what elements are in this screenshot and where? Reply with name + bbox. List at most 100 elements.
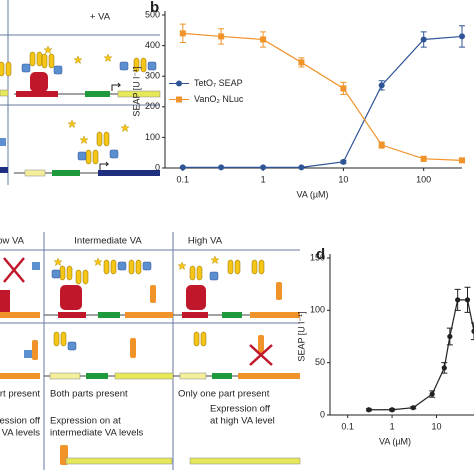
y-tick-label: 0 [155, 162, 160, 172]
x-axis-label: VA (µM) [296, 189, 328, 199]
protein [41, 53, 55, 69]
point [298, 164, 305, 171]
arrow [99, 161, 110, 170]
x-tick-label: 1 [390, 421, 395, 431]
star [73, 55, 83, 64]
promoter [98, 312, 120, 318]
point [366, 407, 372, 413]
y-tick-label: 100 [310, 305, 325, 315]
arrow [111, 82, 122, 91]
protein [96, 131, 110, 147]
legend-label: TetO₇ SEAP [194, 78, 243, 88]
y-tick-label: 0 [320, 409, 325, 419]
point [389, 407, 395, 413]
star [79, 135, 89, 144]
point [298, 59, 305, 66]
point [410, 405, 416, 411]
series-line [182, 35, 463, 168]
protein [53, 331, 67, 347]
protein [142, 261, 152, 271]
protein [0, 138, 6, 146]
protein [67, 341, 77, 351]
y-axis-label: SEAP [U l⁻¹] [296, 311, 306, 361]
protein [147, 61, 157, 71]
outcome-label: intermediate VA levels [50, 428, 144, 439]
point [340, 158, 347, 165]
protein [209, 271, 219, 281]
point [459, 33, 465, 40]
star [120, 123, 130, 132]
protein [276, 282, 282, 300]
column-header: + VA [90, 12, 111, 23]
star [177, 261, 187, 270]
protein [32, 340, 38, 360]
gene [65, 457, 173, 465]
panel-c: Low VA Intermediate VA High VA Only one … [0, 232, 301, 470]
protein [21, 63, 31, 73]
legend-marker [176, 80, 182, 87]
operator [179, 372, 207, 380]
cross [3, 257, 25, 283]
legend-label: VanO₂ NLuc [194, 94, 244, 104]
protein [130, 338, 136, 358]
protein [59, 265, 73, 281]
point [420, 155, 427, 162]
operator [58, 312, 86, 318]
point [179, 164, 186, 171]
protein [251, 259, 265, 275]
panel-label: b [150, 0, 159, 16]
point [260, 164, 267, 171]
protein [186, 285, 206, 310]
protein [51, 269, 61, 279]
point [340, 85, 347, 92]
protein [75, 269, 89, 285]
gene [0, 167, 8, 173]
outcome-label: Expression on at [50, 416, 121, 427]
y-tick-label: 300 [145, 71, 160, 81]
operator [24, 169, 46, 177]
x-tick-label: 100 [416, 174, 431, 184]
point [420, 36, 427, 43]
operator [49, 372, 81, 380]
series-line [182, 32, 463, 161]
y-axis-label: SEAP [U l⁻¹] [131, 66, 141, 116]
column-header: High VA [188, 236, 223, 247]
protein [77, 151, 87, 161]
outcome-label: Expression off [210, 404, 270, 415]
protein [24, 350, 32, 358]
protein [0, 290, 10, 312]
gene [238, 373, 300, 379]
promoter [212, 373, 232, 379]
point [464, 297, 471, 303]
point [441, 365, 447, 371]
gene [0, 89, 9, 97]
protein [258, 335, 264, 355]
protein [109, 149, 119, 159]
protein [150, 285, 156, 303]
star [53, 257, 63, 266]
legend-marker [176, 96, 182, 103]
x-tick-label: 10 [431, 421, 441, 431]
point [218, 33, 225, 40]
gene [0, 312, 40, 318]
gene [117, 90, 161, 98]
x-tick-label: 0.1 [341, 421, 354, 431]
x-tick-label: 10 [338, 174, 348, 184]
y-tick-label: 50 [315, 357, 325, 367]
point [378, 142, 385, 149]
gene [98, 170, 160, 176]
protein [189, 265, 203, 281]
gene [250, 312, 300, 318]
promoter [85, 91, 110, 97]
y-tick-label: 150 [310, 252, 325, 262]
point [378, 82, 385, 89]
protein [103, 259, 117, 275]
column-header: Intermediate VA [74, 236, 142, 247]
gene [125, 312, 173, 318]
column-header: Low VA [0, 236, 25, 247]
state-label: Only one part present [0, 389, 40, 400]
star [67, 119, 77, 128]
point [179, 30, 186, 37]
protein [30, 72, 48, 92]
